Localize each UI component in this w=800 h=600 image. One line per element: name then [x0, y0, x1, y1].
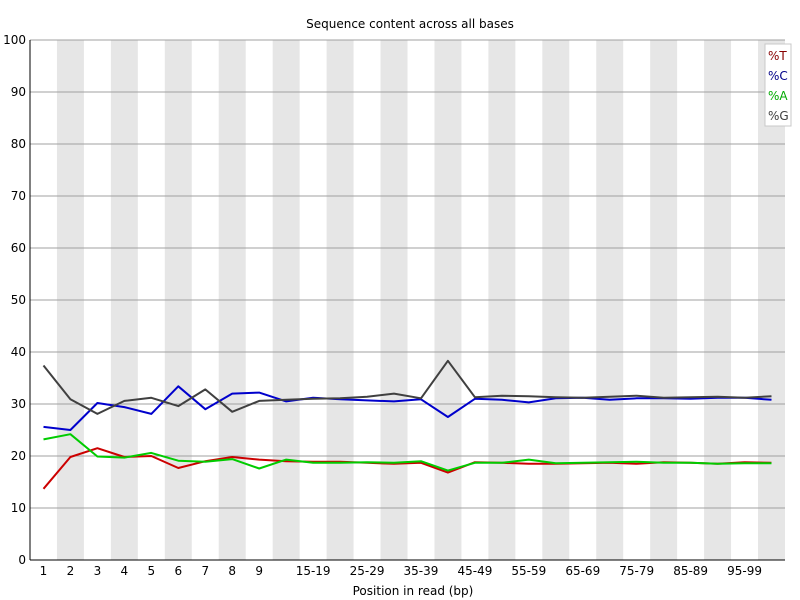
- x-tick-label: 25-29: [350, 564, 385, 578]
- y-tick-label: 20: [11, 449, 26, 463]
- legend-entry: %G: [768, 109, 789, 123]
- horizontal-gridlines: [30, 39, 785, 509]
- y-tick-label: 0: [18, 553, 26, 567]
- x-tick-label: 4: [121, 564, 129, 578]
- legend-entry: %A: [768, 89, 788, 103]
- y-tick-label: 30: [11, 397, 26, 411]
- x-tick-label: 8: [228, 564, 236, 578]
- x-tick-label: 9: [255, 564, 263, 578]
- x-tick-label: 5: [148, 564, 156, 578]
- x-tick-label: 1: [40, 564, 48, 578]
- legend-entry: %C: [768, 69, 788, 83]
- x-tick-label: 3: [94, 564, 102, 578]
- y-tick-label: 40: [11, 345, 26, 359]
- y-tick-labels: 0 10 20 30 40 50 60 70 80 90 100: [3, 33, 26, 567]
- x-tick-labels: 1 2 3 4 5 6 7 8 9 15-19 25-29 35-39 45-49 55-59 65-69 7…: [40, 564, 762, 578]
- y-tick-label: 50: [11, 293, 26, 307]
- x-tick-label: 2: [67, 564, 75, 578]
- y-tick-label: 100: [3, 33, 26, 47]
- series-line-pct-c: [43, 385, 772, 431]
- y-tick-label: 60: [11, 241, 26, 255]
- legend-entry: %T: [768, 49, 787, 63]
- y-tick-label: 90: [11, 85, 26, 99]
- x-tick-label: 35-39: [404, 564, 439, 578]
- x-tick-label: 55-59: [511, 564, 546, 578]
- x-axis-label: Position in read (bp): [353, 584, 474, 598]
- x-tick-label: 75-79: [619, 564, 654, 578]
- chart-title: Sequence content across all bases: [306, 17, 514, 31]
- y-tick-label: 70: [11, 189, 26, 203]
- y-tick-label: 80: [11, 137, 26, 151]
- legend-box: [764, 43, 792, 127]
- y-tick-label: 10: [11, 501, 26, 515]
- axes: [29, 40, 785, 561]
- x-tick-label: 45-49: [457, 564, 492, 578]
- x-tick-label: 6: [174, 564, 182, 578]
- series-lines: [42, 359, 772, 490]
- x-tick-label: 7: [201, 564, 209, 578]
- legend: %T %C %A %G: [764, 43, 792, 127]
- x-tick-label: 15-19: [296, 564, 331, 578]
- x-tick-label: 95-99: [727, 564, 762, 578]
- series-line-pct-g: [42, 359, 772, 415]
- series-line-pct-a: [43, 433, 772, 472]
- x-tick-label: 85-89: [673, 564, 708, 578]
- x-tick-label: 65-69: [565, 564, 600, 578]
